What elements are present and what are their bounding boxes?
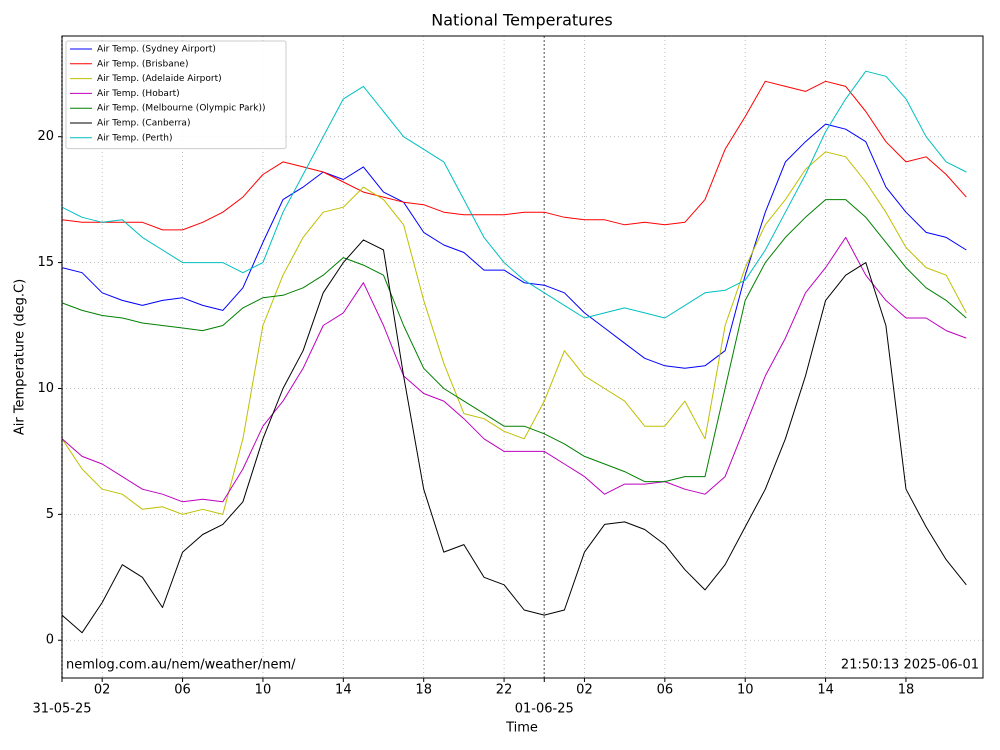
x-tick-label: 18 — [415, 683, 432, 698]
series-line — [61, 151, 967, 515]
x-tick-label: 02 — [576, 683, 593, 698]
y-tick-label: 10 — [37, 381, 54, 396]
legend-label: Air Temp. (Adelaide Airport) — [97, 74, 222, 84]
x-tick-label: 14 — [335, 683, 352, 698]
series-line — [61, 123, 967, 369]
legend-label: Air Temp. (Perth) — [97, 133, 173, 143]
legend-box — [65, 40, 287, 150]
series-line — [61, 80, 967, 231]
legend-label: Air Temp. (Brisbane) — [97, 59, 188, 69]
y-tick-label: 5 — [46, 507, 54, 522]
y-tick-label: 0 — [46, 633, 54, 648]
x-tick-label: 01-06-25 — [515, 702, 574, 717]
annotation: 21:50:13 2025-06-01 — [841, 658, 979, 673]
legend-label: Air Temp. (Canberra) — [97, 119, 190, 129]
series-line — [61, 236, 967, 503]
series-line — [61, 199, 967, 483]
y-tick-label: 20 — [37, 129, 54, 144]
y-tick-label: 15 — [37, 255, 54, 270]
x-tick-label: 06 — [174, 683, 191, 698]
x-tick-label: 06 — [657, 683, 674, 698]
x-tick-label: 14 — [817, 683, 834, 698]
annotation: nemlog.com.au/nem/weather/nem/ — [66, 658, 296, 673]
series-line — [61, 239, 967, 634]
x-tick-label: 31-05-25 — [32, 702, 91, 717]
x-tick-label: 10 — [737, 683, 754, 698]
legend-label: Air Temp. (Hobart) — [97, 89, 180, 99]
x-tick-label: 02 — [94, 683, 111, 698]
series-line — [61, 70, 967, 319]
x-tick-label: 10 — [255, 683, 272, 698]
legend-label: Air Temp. (Melbourne (Olympic Park)) — [97, 104, 266, 114]
y-axis-label: Air Temperature (deg.C) — [13, 279, 28, 435]
x-tick-label: 18 — [898, 683, 915, 698]
chart-title: National Temperatures — [431, 11, 612, 30]
x-axis-label: Time — [505, 721, 538, 736]
plot-frame — [61, 35, 984, 679]
legend-label: Air Temp. (Sydney Airport) — [97, 45, 216, 55]
x-tick-label: 22 — [496, 683, 513, 698]
